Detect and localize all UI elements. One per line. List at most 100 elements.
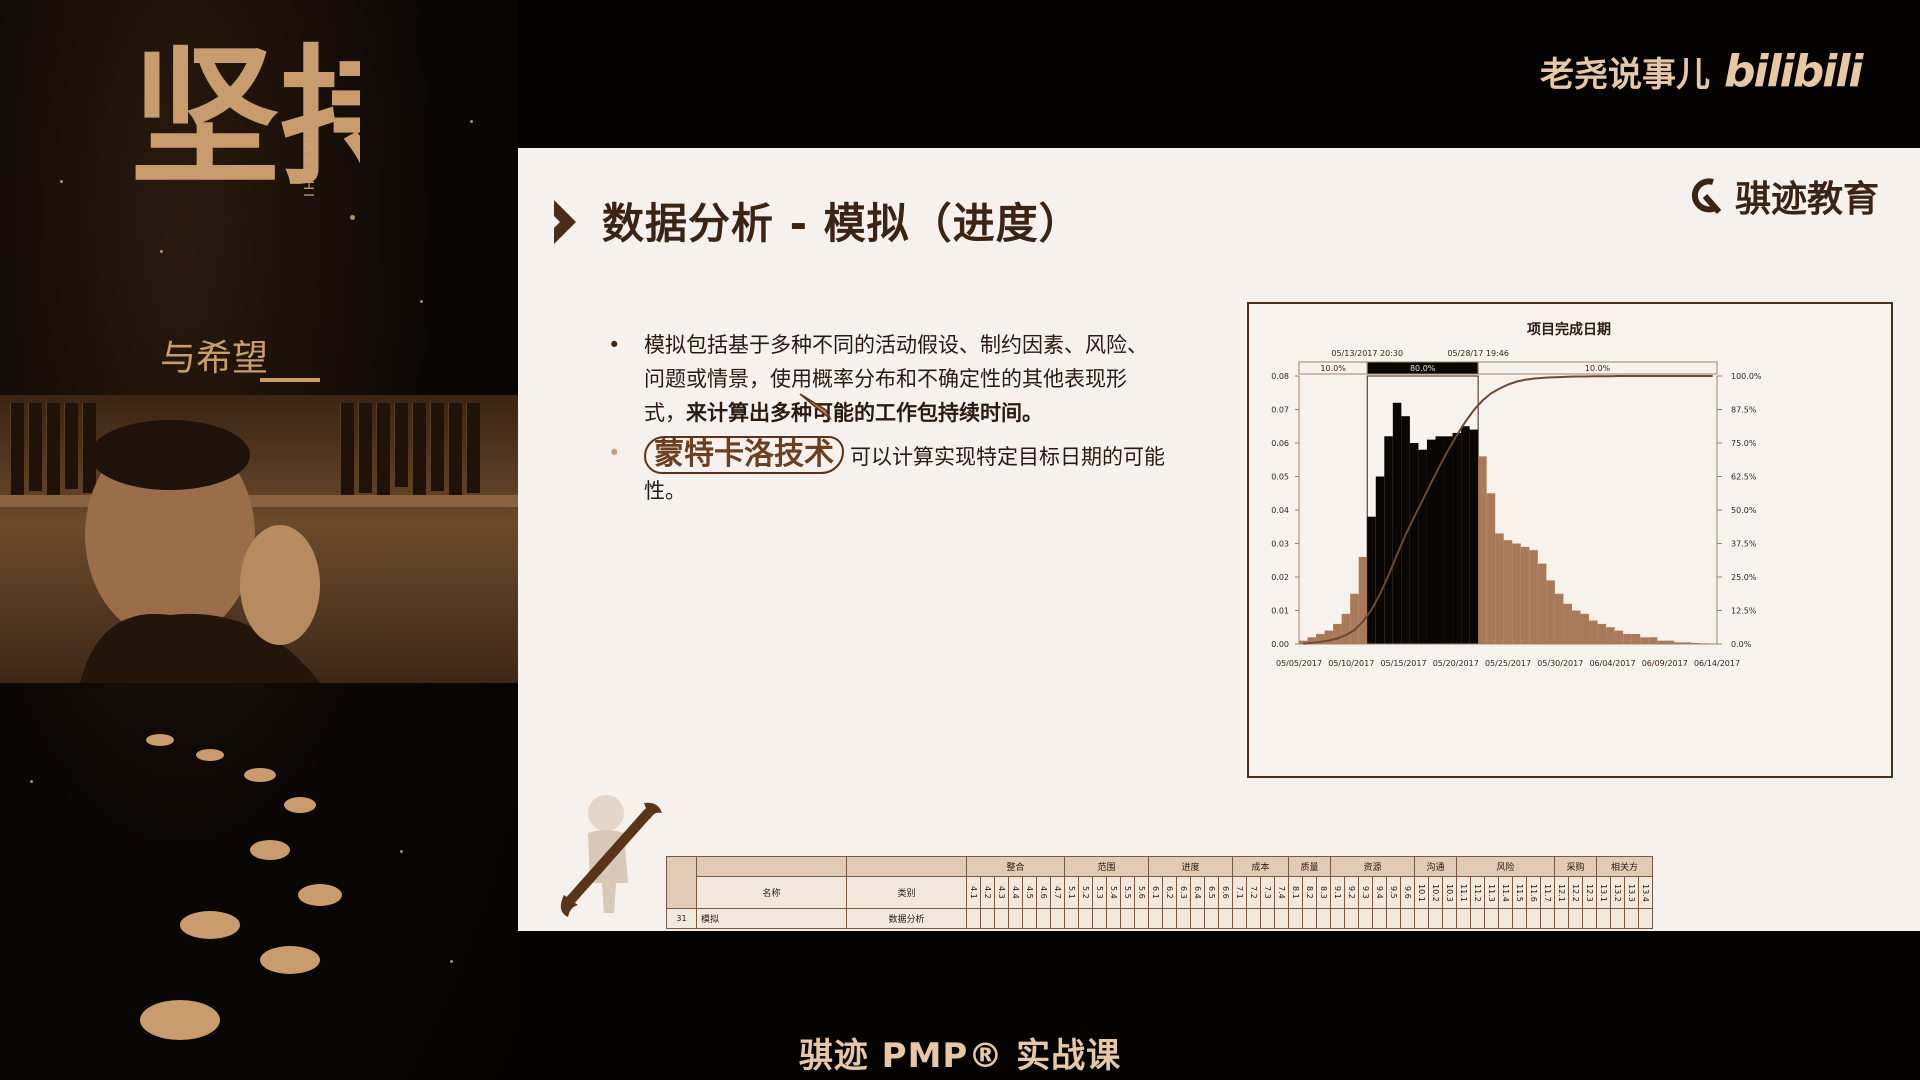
chevron-right-icon — [546, 200, 576, 244]
matrix-cell — [1428, 908, 1443, 929]
y-tick-label-right: 12.5% — [1731, 607, 1757, 616]
bullet-dot: • — [608, 441, 621, 465]
y-tick-label-left: 0.01 — [1271, 607, 1289, 616]
matrix-cell — [1540, 908, 1555, 929]
matrix-cell — [1568, 908, 1583, 929]
x-tick-label: 06/04/2017 — [1589, 659, 1635, 668]
matrix-cell — [1120, 908, 1135, 929]
matrix-process-code: 10.1 — [1414, 876, 1429, 909]
matrix-process-code: 5.3 — [1092, 876, 1107, 909]
y-tick-label-right: 37.5% — [1731, 540, 1757, 549]
matrix-process-code: 5.6 — [1134, 876, 1149, 909]
matrix-col-type: 类别 — [846, 876, 967, 909]
matrix-process-code: 4.5 — [1022, 876, 1037, 909]
matrix-process-code: 7.1 — [1232, 876, 1247, 909]
histogram-bar — [1469, 429, 1479, 644]
histogram-bar — [1674, 642, 1683, 644]
histogram-bar — [1341, 613, 1351, 644]
histogram-bar — [1307, 637, 1317, 644]
brand-mark-icon — [1691, 178, 1722, 214]
matrix-cell — [980, 908, 995, 929]
histogram-bar — [1367, 516, 1376, 644]
matrix-blank — [696, 856, 847, 877]
histogram-bar — [1631, 633, 1641, 644]
matrix-row-index: 31 — [666, 908, 697, 929]
marker-label: 05/28/17 19:46 — [1447, 349, 1509, 358]
x-tick-label: 05/15/2017 — [1380, 659, 1426, 668]
segment-label: 10.0% — [1320, 364, 1346, 373]
matrix-process-code: 11.1 — [1456, 876, 1471, 909]
histogram-bar — [1461, 426, 1470, 644]
histogram-bar — [1648, 637, 1658, 644]
marker-label: 05/13/2017 20:30 — [1331, 349, 1403, 358]
matrix-cell — [1330, 908, 1345, 929]
histogram-bar — [1350, 593, 1359, 644]
histogram-bar — [1452, 432, 1462, 644]
matrix-cell — [1274, 908, 1289, 929]
matrix-cell — [1316, 908, 1331, 929]
x-tick-label: 06/14/2017 — [1694, 659, 1740, 668]
histogram-bar — [1520, 546, 1530, 644]
matrix-process-code: 13.4 — [1638, 876, 1653, 909]
bullet-item: • 蒙特卡洛技术 可以计算实现特定目标日期的可能性。 — [588, 436, 1168, 508]
matrix-cell — [1204, 908, 1219, 929]
matrix-cell — [1414, 908, 1429, 929]
y-tick-label-left: 0.08 — [1271, 372, 1289, 381]
histogram-bar — [1614, 630, 1624, 644]
matrix-process-code: 7.2 — [1246, 876, 1261, 909]
matrix-process-code: 11.3 — [1484, 876, 1499, 909]
matrix-process-code: 11.4 — [1498, 876, 1513, 909]
matrix-process-code: 9.3 — [1358, 876, 1373, 909]
histogram-bar — [1358, 556, 1368, 644]
matrix-cell — [1386, 908, 1401, 929]
matrix-process-code: 6.4 — [1190, 876, 1205, 909]
y-tick-label-left: 0.04 — [1271, 506, 1289, 515]
matrix-cell — [1358, 908, 1373, 929]
y-tick-label-left: 0.06 — [1271, 439, 1289, 448]
matrix-cell — [1078, 908, 1093, 929]
matrix-process-code: 9.1 — [1330, 876, 1345, 909]
matrix-cell — [1442, 908, 1457, 929]
matrix-process-code: 12.3 — [1582, 876, 1597, 909]
matrix-col-name: 名称 — [696, 876, 847, 909]
matrix-cell — [1064, 908, 1079, 929]
matrix-process-code: 9.6 — [1400, 876, 1415, 909]
y-tick-label-right: 0.0% — [1731, 640, 1752, 649]
matrix-cell — [1344, 908, 1359, 929]
calligraphy-char-jian: 坚持 — [130, 40, 360, 206]
y-tick-label-left: 0.02 — [1271, 573, 1289, 582]
matrix-cell — [994, 908, 1009, 929]
histogram-bar — [1597, 623, 1607, 644]
matrix-cell — [1512, 908, 1527, 929]
histogram-bar — [1512, 543, 1521, 644]
matrix-cell — [1582, 908, 1597, 929]
matrix-process-code: 10.3 — [1442, 876, 1457, 909]
x-tick-label: 05/20/2017 — [1433, 659, 1479, 668]
matrix-process-code: 6.2 — [1162, 876, 1177, 909]
matrix-process-code: 4.3 — [994, 876, 1009, 909]
wrench-figure-icon — [560, 795, 662, 917]
y-tick-label-right: 87.5% — [1731, 406, 1757, 415]
matrix-cell — [1498, 908, 1513, 929]
matrix-process-code: 4.7 — [1050, 876, 1065, 909]
matrix-process-code: 11.2 — [1470, 876, 1485, 909]
matrix-process-code: 5.5 — [1120, 876, 1135, 909]
histogram-bar — [1563, 603, 1572, 644]
x-tick-label: 05/05/2017 — [1276, 659, 1322, 668]
matrix-group-header: 沟通 — [1414, 856, 1457, 877]
x-tick-label: 05/10/2017 — [1328, 659, 1374, 668]
matrix-cell — [1288, 908, 1303, 929]
matrix-cell — [1162, 908, 1177, 929]
matrix-process-code: 12.2 — [1568, 876, 1583, 909]
histogram-bar — [1444, 436, 1453, 644]
matrix-cell — [1610, 908, 1625, 929]
left-decorative-panel: 坚持 与希望 JIANCHI — [0, 0, 518, 1080]
histogram-bar — [1691, 642, 1700, 644]
slide-title: 数据分析 - 模拟（进度） — [602, 199, 1082, 248]
footprints-art — [140, 734, 342, 1040]
matrix-row-type: 数据分析 — [846, 908, 967, 929]
bullet-text: 可以计算实现特定目标日期的可能性。 — [644, 445, 1165, 503]
histogram-bar — [1486, 493, 1496, 644]
bullet-text-bold: 来计算出多种可能的工作包持续时间。 — [686, 401, 1043, 425]
matrix-cell — [1148, 908, 1163, 929]
